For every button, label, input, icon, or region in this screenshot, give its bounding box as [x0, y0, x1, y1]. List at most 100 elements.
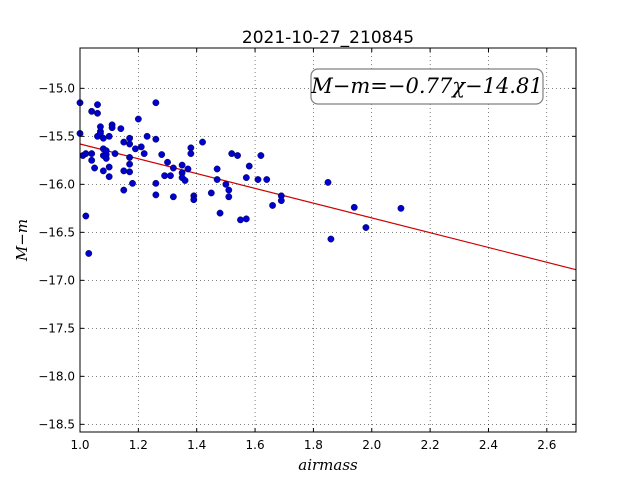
chart-title: 2021-10-27_210845 — [242, 28, 414, 48]
data-point — [99, 167, 107, 175]
data-point — [199, 138, 206, 146]
data-point — [161, 172, 169, 180]
x-tick-label: 2.6 — [537, 438, 556, 452]
data-point — [350, 203, 358, 211]
data-point — [105, 132, 113, 140]
x-tick-label: 2.0 — [362, 438, 381, 452]
data-point — [324, 178, 332, 186]
fit-line-layer — [79, 143, 577, 271]
data-point — [164, 158, 171, 166]
annotation-box — [310, 68, 544, 105]
data-point — [129, 179, 136, 187]
data-point — [178, 161, 186, 169]
data-point — [143, 132, 151, 140]
data-point — [184, 165, 192, 173]
data-point — [126, 140, 134, 148]
y-tick-label: −18.5 — [38, 417, 75, 431]
x-tick-label: 1.0 — [70, 438, 89, 452]
data-point — [140, 150, 148, 158]
data-point — [105, 173, 113, 181]
data-point — [88, 107, 96, 115]
x-axis-label: airmass — [298, 456, 358, 474]
data-point — [152, 191, 160, 199]
data-point — [94, 101, 101, 109]
data-point — [126, 160, 134, 168]
data-point — [225, 193, 233, 201]
annotation-text: M−m=−0.77χ−14.81 — [310, 74, 542, 98]
data-point — [82, 150, 90, 158]
data-point — [126, 154, 134, 161]
data-point — [213, 165, 221, 173]
data-point — [126, 134, 134, 142]
data-point — [222, 180, 230, 188]
data-point — [213, 176, 221, 183]
data-point — [216, 209, 224, 217]
data-point — [120, 138, 128, 146]
data-point — [254, 176, 262, 183]
data-point — [245, 162, 253, 170]
y-axis-label: M−m — [13, 219, 31, 262]
y-tick-label: −18.0 — [38, 369, 75, 383]
y-tick-label: −15.0 — [38, 81, 75, 95]
x-tick-labels: 1.0 1.2 1.4 1.6 1.8 2.0 2.2 2.4 2.6 — [70, 438, 556, 452]
data-point — [97, 123, 104, 131]
data-point — [362, 224, 370, 231]
x-tick-label: 2.2 — [421, 438, 440, 452]
data-point — [152, 135, 160, 143]
y-tick-label: −15.5 — [38, 129, 75, 143]
data-point — [237, 216, 244, 224]
data-point — [228, 150, 236, 158]
data-point — [91, 164, 98, 172]
data-point — [120, 186, 128, 194]
data-point — [105, 163, 113, 171]
y-tick-labels: −15.0 −15.5 −16.0 −16.5 −17.0 −17.5 −18.0 −18.5 — [38, 81, 75, 431]
data-point — [277, 197, 285, 205]
data-point — [137, 143, 145, 151]
y-tick-label: −17.0 — [38, 273, 75, 287]
data-point — [94, 109, 101, 117]
x-tick-label: 1.8 — [304, 438, 323, 452]
data-point — [397, 204, 405, 212]
data-point — [263, 176, 271, 183]
data-point — [102, 147, 110, 155]
data-point — [187, 150, 195, 158]
y-tick-label: −17.5 — [38, 321, 75, 335]
data-point — [132, 145, 139, 153]
data-point — [108, 124, 116, 132]
data-point — [85, 250, 93, 257]
data-point — [269, 202, 276, 209]
data-point — [187, 144, 195, 152]
points-layer — [76, 99, 405, 257]
x-tick-label: 1.6 — [246, 438, 265, 452]
data-point — [126, 168, 134, 176]
data-point — [111, 150, 119, 158]
data-point — [257, 152, 265, 159]
data-point — [169, 193, 177, 201]
data-point — [167, 172, 174, 180]
x-tick-label: 2.4 — [479, 438, 498, 452]
data-point — [158, 151, 166, 158]
fit-line — [79, 143, 577, 271]
data-point — [117, 125, 125, 133]
data-point — [120, 167, 128, 175]
data-point — [152, 179, 160, 187]
data-point — [234, 152, 241, 159]
data-point — [242, 215, 250, 223]
data-point — [207, 189, 215, 197]
data-point — [327, 235, 335, 243]
data-point — [181, 177, 189, 184]
data-point — [82, 212, 90, 220]
y-tick-label: −16.0 — [38, 177, 75, 191]
data-point — [102, 154, 110, 162]
data-point — [242, 174, 250, 182]
data-point — [88, 156, 96, 164]
x-tick-label: 1.2 — [129, 438, 148, 452]
ticks — [79, 48, 576, 432]
data-point — [99, 134, 107, 142]
data-point — [169, 164, 177, 172]
data-point — [88, 150, 96, 158]
plot-frame — [79, 47, 577, 433]
data-point — [225, 186, 233, 194]
y-tick-label: −16.5 — [38, 225, 75, 239]
